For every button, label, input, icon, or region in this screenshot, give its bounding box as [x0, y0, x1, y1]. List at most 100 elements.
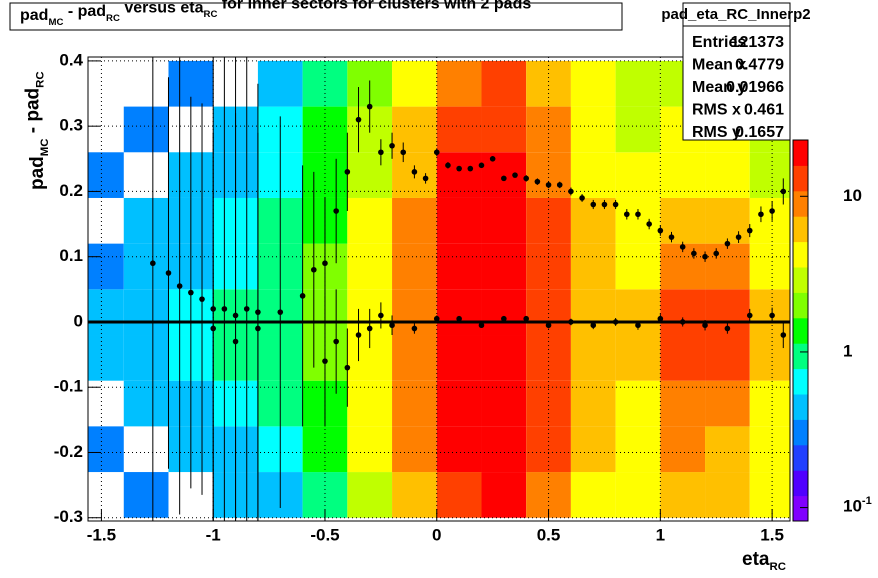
profile-point: [590, 201, 597, 208]
stats-label: Mean x: [692, 57, 746, 74]
heat-cell: [88, 426, 124, 473]
heat-cell: [660, 289, 706, 336]
heat-cell: [705, 243, 750, 290]
heat-cell: [660, 335, 706, 381]
x-tick-label: 1.5: [760, 525, 784, 544]
heat-cell: [481, 152, 527, 198]
heat-cell: [123, 106, 169, 153]
heat-cell: [526, 380, 571, 427]
colorbar-segment: [793, 343, 808, 370]
heat-cell: [88, 289, 124, 336]
colorbar-segment: [793, 140, 808, 166]
heat-cell: [481, 197, 527, 244]
heat-cell: [705, 152, 750, 198]
y-tick-label: 0.1: [59, 246, 83, 265]
profile-point: [344, 169, 351, 175]
heat-cell: [347, 472, 393, 518]
text-part: - pad: [22, 88, 43, 139]
heat-cell: [570, 472, 616, 518]
heat-cell: [705, 380, 750, 427]
heat-cell: [615, 380, 661, 427]
heat-cell: [481, 60, 527, 107]
heat-cell: [615, 197, 661, 244]
heat-cell: [481, 243, 527, 290]
heat-cell: [526, 197, 571, 244]
colorbar-segment: [793, 190, 808, 217]
text-part: for Inner sectors for clusters with 2 pa…: [217, 0, 531, 13]
subscript: MC: [48, 16, 63, 27]
profile-point: [150, 260, 156, 267]
heat-cell: [392, 243, 437, 290]
plot-frame: [87, 56, 791, 522]
colorbar-segment: [793, 470, 808, 497]
heat-cell: [660, 426, 706, 473]
colorbar-segment: [793, 495, 808, 522]
heat-cell: [570, 426, 616, 473]
heat-cell: [481, 335, 527, 381]
profile-point: [769, 208, 775, 214]
heat-cell: [436, 152, 482, 198]
y-tick-label: -0.1: [54, 377, 83, 396]
heat-cell: [749, 243, 790, 290]
y-tick-label: 0.3: [59, 116, 83, 135]
profile-point: [378, 312, 384, 319]
heat-cell: [436, 289, 482, 336]
profile-point: [780, 188, 787, 195]
profile-point: [545, 322, 552, 329]
heat-cell: [705, 426, 750, 473]
y-tick-label: -0.2: [54, 442, 83, 461]
heat-cell: [392, 60, 437, 107]
profile-point: [501, 175, 507, 182]
heat-cell: [123, 243, 169, 290]
heat-cell: [660, 380, 706, 427]
heat-cell: [660, 197, 706, 244]
colorbar-segment: [793, 394, 808, 420]
profile-point: [165, 270, 172, 276]
heat-cell: [302, 152, 348, 198]
overlay: [88, 57, 790, 521]
profile-point: [668, 234, 675, 240]
z-tick-label: 1: [843, 341, 852, 360]
profile-point: [255, 325, 261, 332]
heat-cell: [347, 380, 393, 427]
x-tick-label: 0.5: [537, 525, 561, 544]
heat-cell: [570, 380, 616, 427]
profile-point: [311, 266, 317, 273]
profile-point: [422, 175, 429, 182]
heat-cell: [749, 380, 790, 427]
x-tick-label: -1: [206, 525, 221, 544]
heat-cell: [436, 380, 482, 427]
heat-cell: [749, 426, 790, 473]
heat-cell: [392, 426, 437, 473]
chart-title: padMC - padRC versus etaRC for Inner sec…: [20, 0, 531, 27]
profile-point: [433, 315, 440, 322]
y-tick-label: -0.3: [54, 507, 83, 526]
heat-cell: [123, 335, 169, 381]
profile-point: [366, 325, 373, 332]
heat-cell: [660, 472, 706, 518]
heat-cell: [347, 152, 393, 198]
profile-point: [724, 240, 731, 247]
subscript: RC: [769, 561, 785, 573]
profile-point: [299, 293, 306, 299]
profile-point: [243, 306, 250, 312]
stats-value: 0.1657: [735, 124, 784, 141]
heat-cell: [615, 152, 661, 198]
text-part: versus eta: [120, 0, 204, 17]
profile-point: [713, 250, 720, 257]
colorbar-segment: [793, 292, 808, 319]
stats-label: Entries: [692, 34, 746, 51]
heat-cell: [481, 426, 527, 473]
profile-point: [366, 103, 373, 110]
heat-cell: [88, 152, 124, 198]
colorbar-segment: [793, 419, 808, 446]
colorbar-segment: [793, 165, 808, 192]
profile-point: [612, 201, 619, 208]
x-tick-label: 1: [656, 525, 665, 544]
heat-cell: [302, 60, 348, 107]
profile-point: [679, 319, 686, 325]
heat-cell: [257, 60, 303, 107]
text-part: pad: [27, 156, 48, 190]
profile-point: [746, 227, 753, 234]
profile-point: [657, 227, 664, 234]
